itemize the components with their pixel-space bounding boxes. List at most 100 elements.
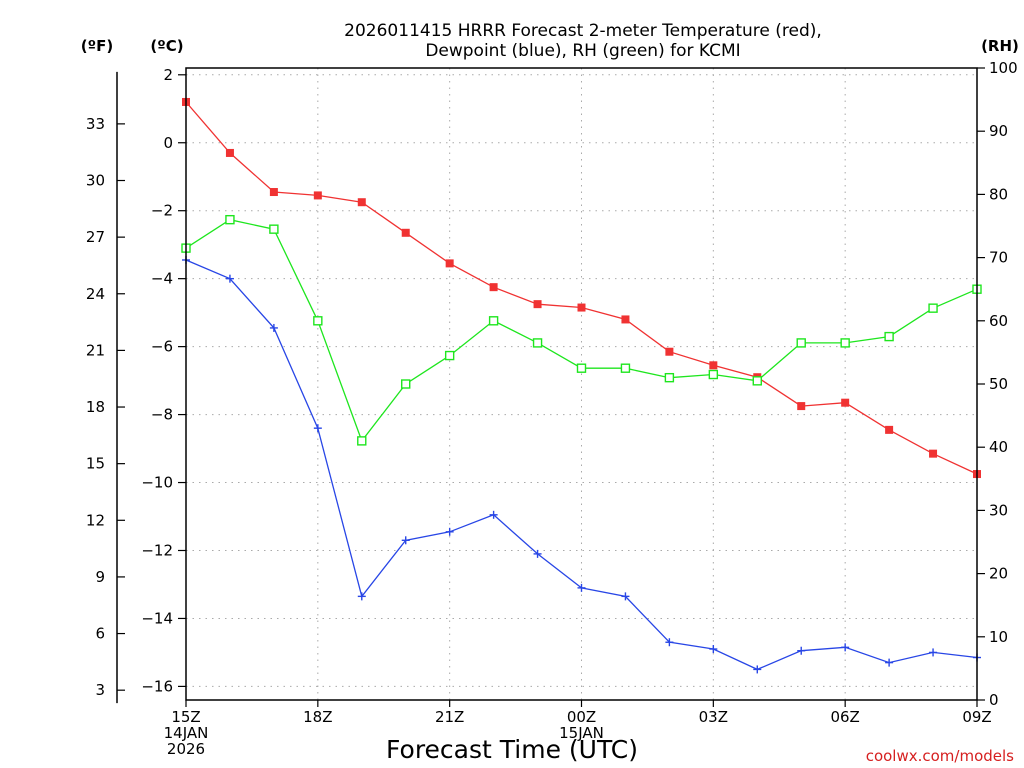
rh-point bbox=[620, 363, 631, 373]
rh-point bbox=[444, 350, 455, 361]
x-tick-label: 03Z bbox=[699, 708, 728, 726]
celsius-tick-label: −16 bbox=[141, 677, 173, 695]
dewpoint-point bbox=[225, 274, 234, 283]
dewpoint-point bbox=[533, 549, 542, 558]
series-line-temperature bbox=[185, 101, 978, 475]
temperature-point bbox=[313, 191, 322, 200]
celsius-tick-label: 2 bbox=[163, 66, 173, 84]
dewpoint-point bbox=[797, 646, 806, 655]
rh-point bbox=[752, 376, 762, 386]
rh-tick-label: 60 bbox=[989, 312, 1008, 330]
rh-point bbox=[840, 338, 850, 348]
x-axis-label: Forecast Time (UTC) bbox=[386, 735, 638, 764]
dewpoint-point bbox=[357, 592, 366, 601]
rh-point bbox=[269, 224, 279, 234]
fahrenheit-tick-label: 15 bbox=[86, 455, 105, 473]
dewpoint-point bbox=[445, 527, 454, 536]
fahrenheit-tick-label: 30 bbox=[86, 172, 105, 190]
dewpoint-point bbox=[841, 643, 850, 652]
fahrenheit-tick-label: 24 bbox=[86, 285, 105, 303]
celsius-tick-label: −2 bbox=[151, 202, 173, 220]
temperature-point bbox=[929, 449, 938, 458]
grid-lines bbox=[185, 68, 978, 700]
x-tick-label: 06Z bbox=[830, 708, 859, 726]
dewpoint-point bbox=[489, 510, 498, 519]
fahrenheit-tick-label: 33 bbox=[86, 115, 105, 133]
rh-point bbox=[664, 372, 675, 383]
celsius-tick-label: −6 bbox=[151, 338, 173, 356]
chart-title-line-2: Dewpoint (blue), RH (green) for KCMI bbox=[425, 41, 740, 61]
chart-title: 2026011415 HRRR Forecast 2-meter Tempera… bbox=[344, 21, 822, 61]
temperature-point bbox=[401, 228, 410, 237]
temperature-point bbox=[533, 300, 542, 309]
fahrenheit-unit-label: (ºF) bbox=[81, 37, 113, 55]
dewpoint-point bbox=[709, 645, 718, 654]
fahrenheit-tick-label: 3 bbox=[95, 681, 105, 699]
rh-tick-label: 70 bbox=[989, 249, 1008, 267]
temperature-point bbox=[269, 188, 278, 197]
temperature-point bbox=[841, 398, 850, 407]
dewpoint-point bbox=[665, 638, 674, 647]
x-tick-label: 15Z bbox=[171, 708, 200, 726]
temperature-point bbox=[885, 425, 894, 434]
rh-point bbox=[708, 369, 719, 380]
credit-text: coolwx.com/models bbox=[866, 747, 1014, 765]
rh-unit-label: (RH) bbox=[981, 37, 1019, 55]
celsius-tick-label: −4 bbox=[151, 270, 173, 288]
x-tick-label: 18Z bbox=[303, 708, 332, 726]
temperature-point bbox=[797, 402, 806, 411]
rh-point bbox=[357, 436, 367, 446]
fahrenheit-tick-label: 6 bbox=[95, 625, 105, 643]
celsius-tick-label: −8 bbox=[151, 406, 173, 424]
dewpoint-point bbox=[753, 665, 762, 674]
x-tick-label: 2026 bbox=[167, 740, 205, 758]
temperature-point bbox=[709, 361, 718, 370]
temperature-point bbox=[577, 303, 586, 312]
fahrenheit-axis: 33 30 27 24 21 18 15 12 9 6 3 bbox=[86, 71, 125, 704]
rh-tick-label: 30 bbox=[989, 501, 1008, 519]
plot-frame bbox=[185, 67, 978, 701]
dewpoint-point bbox=[621, 592, 630, 601]
dewpoint-point bbox=[885, 658, 894, 667]
rh-point bbox=[225, 214, 235, 225]
rh-point bbox=[928, 303, 938, 313]
rh-tick-label: 50 bbox=[989, 375, 1008, 393]
rh-point bbox=[884, 331, 894, 342]
rh-point bbox=[313, 316, 323, 326]
rh-tick-label: 10 bbox=[989, 628, 1008, 646]
rh-tick-label: 40 bbox=[989, 438, 1008, 456]
rh-point bbox=[796, 338, 806, 348]
rh-tick-label: 20 bbox=[989, 565, 1008, 583]
series-layer bbox=[181, 97, 982, 674]
temperature-point bbox=[225, 148, 234, 157]
series-temperature bbox=[182, 97, 981, 479]
series-line-rh bbox=[185, 219, 978, 443]
temperature-point bbox=[357, 198, 366, 207]
rh-point bbox=[532, 338, 543, 348]
celsius-tick-label: −12 bbox=[141, 541, 173, 559]
celsius-tick-label: 0 bbox=[163, 134, 173, 152]
rh-point bbox=[488, 316, 499, 326]
dewpoint-point bbox=[401, 536, 410, 545]
dewpoint-point bbox=[269, 323, 278, 332]
rh-point bbox=[401, 379, 411, 389]
dewpoint-point bbox=[929, 648, 938, 657]
x-tick-label: 15JAN bbox=[559, 724, 604, 742]
fahrenheit-tick-label: 27 bbox=[86, 228, 105, 246]
celsius-axis: 2 0 −2 −4 −6 −8 −10 −12 −14 −16 bbox=[141, 66, 186, 695]
fahrenheit-tick-label: 21 bbox=[86, 341, 105, 359]
temperature-point bbox=[621, 315, 630, 324]
rh-tick-label: 80 bbox=[989, 185, 1008, 203]
chart-title-line-1: 2026011415 HRRR Forecast 2-meter Tempera… bbox=[344, 21, 822, 41]
fahrenheit-tick-label: 12 bbox=[86, 511, 105, 529]
temperature-point bbox=[445, 259, 454, 268]
dewpoint-point bbox=[313, 424, 322, 433]
x-tick-label: 21Z bbox=[435, 708, 464, 726]
fahrenheit-tick-label: 18 bbox=[86, 398, 105, 416]
celsius-tick-label: −14 bbox=[141, 609, 173, 627]
temperature-point bbox=[665, 347, 674, 356]
rh-tick-label: 90 bbox=[989, 122, 1008, 140]
